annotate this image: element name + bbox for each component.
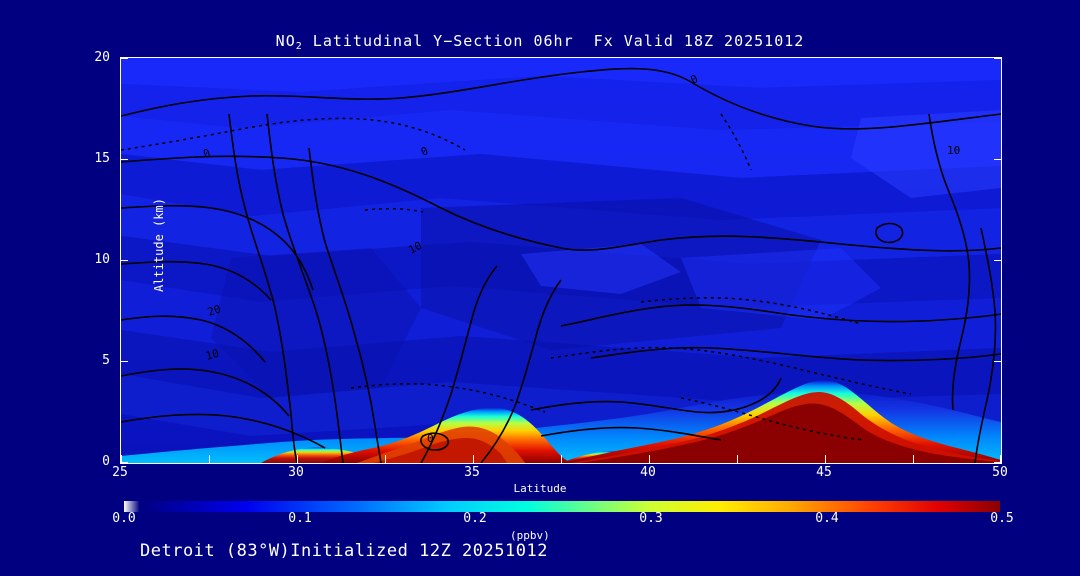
colorbar-units-label: (ppbv) xyxy=(510,529,550,542)
y-tick-mark xyxy=(994,58,1001,59)
x-tick-mark xyxy=(561,455,562,463)
x-tick-mark xyxy=(649,455,650,463)
x-axis-title: Latitude xyxy=(513,482,567,495)
svg-text:10: 10 xyxy=(204,347,220,363)
svg-text:20: 20 xyxy=(206,302,223,318)
x-tick-label-50: 50 xyxy=(992,465,1008,480)
x-tick-label-40: 40 xyxy=(640,465,656,480)
x-tick-mark xyxy=(297,455,298,463)
y-tick-mark xyxy=(994,462,1001,463)
colorbar-gradient xyxy=(124,501,1000,512)
x-tick-label-35: 35 xyxy=(464,465,480,480)
x-tick-mark xyxy=(473,455,474,463)
svg-text:0: 0 xyxy=(419,144,430,159)
colorbar-tick-3: 0.3 xyxy=(639,511,663,526)
colorbar-tick-1: 0.1 xyxy=(288,511,312,526)
y-tick-label-0: 0 xyxy=(102,454,110,469)
y-tick-label-15: 15 xyxy=(94,151,110,166)
y-tick-mark xyxy=(121,361,128,362)
colorbar[interactable] xyxy=(124,497,1000,512)
x-tick-mark xyxy=(1000,455,1001,463)
x-tick-mark xyxy=(209,455,210,463)
chart-title-rest: Latitudinal Y−Section 06hr Fx Valid 18Z … xyxy=(302,32,805,50)
plot-field-clip: 0 20 10 0 0 10 10 0 xyxy=(121,58,1001,463)
svg-text:10: 10 xyxy=(406,239,424,257)
cross-section-field: 0 20 10 0 0 10 10 0 xyxy=(121,58,1001,463)
svg-text:0: 0 xyxy=(427,432,434,445)
x-tick-mark xyxy=(913,455,914,463)
svg-text:10: 10 xyxy=(947,144,960,157)
colorbar-tick-0: 0.0 xyxy=(112,511,136,526)
contour-labels: 0 20 10 0 0 10 10 0 xyxy=(201,72,960,445)
chart-title: NO2 Latitudinal Y−Section 06hr Fx Valid … xyxy=(0,32,1080,52)
chart-title-species: NO xyxy=(275,32,296,50)
y-tick-mark xyxy=(121,260,128,261)
footer-label: Detroit (83°W)Initialized 12Z 20251012 xyxy=(140,541,548,561)
x-tick-mark xyxy=(385,455,386,463)
colorbar-tick-5: 0.5 xyxy=(990,511,1014,526)
y-tick-label-5: 5 xyxy=(102,353,110,368)
chart-title-subscript: 2 xyxy=(295,41,303,52)
y-tick-label-10: 10 xyxy=(94,252,110,267)
y-tick-mark xyxy=(994,361,1001,362)
svg-text:0: 0 xyxy=(201,146,212,161)
colorbar-tick-4: 0.4 xyxy=(815,511,839,526)
y-tick-mark xyxy=(994,159,1001,160)
x-tick-label-25: 25 xyxy=(112,465,128,480)
svg-text:0: 0 xyxy=(688,72,700,87)
colorbar-tick-2: 0.2 xyxy=(463,511,487,526)
x-tick-mark xyxy=(737,455,738,463)
x-tick-label-45: 45 xyxy=(816,465,832,480)
y-tick-label-20: 20 xyxy=(94,50,110,65)
y-tick-mark xyxy=(121,58,128,59)
x-tick-label-30: 30 xyxy=(288,465,304,480)
y-tick-mark xyxy=(994,260,1001,261)
plot-area[interactable]: 0 20 10 0 0 10 10 0 Altitude (km) xyxy=(120,57,1002,464)
x-tick-mark xyxy=(825,455,826,463)
y-axis-title: Altitude (km) xyxy=(152,198,166,292)
y-tick-mark xyxy=(121,462,128,463)
y-tick-mark xyxy=(121,159,128,160)
x-tick-mark xyxy=(121,455,122,463)
